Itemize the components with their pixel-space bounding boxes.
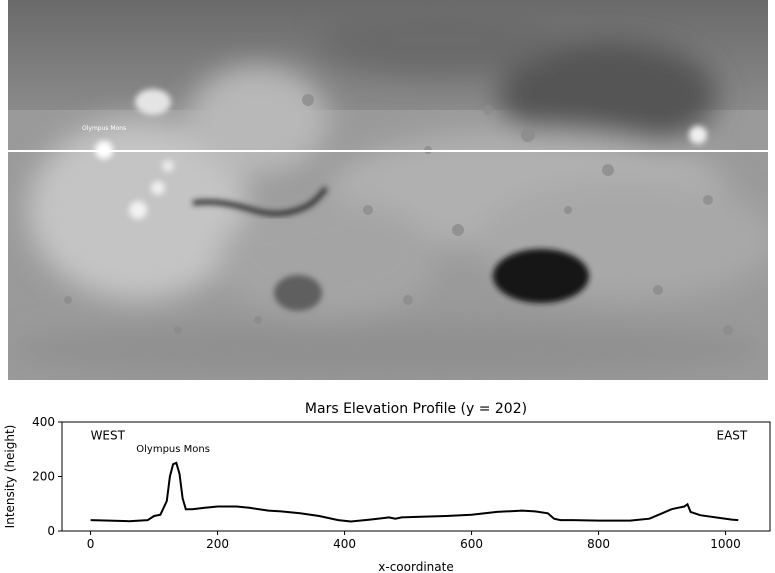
mars-elevation-map: Olympus Mons xyxy=(8,0,768,380)
valles-marineris xyxy=(192,186,328,217)
hellas-basin xyxy=(493,249,589,303)
y-axis-label: Intensity (height) xyxy=(3,425,17,529)
x-tick-label: 400 xyxy=(333,537,356,551)
x-tick-label: 800 xyxy=(587,537,610,551)
y-tick-label: 400 xyxy=(32,415,55,429)
y-tick-label: 0 xyxy=(47,524,55,538)
olympus-mons-map-label: Olympus Mons xyxy=(82,125,126,132)
elevation-profile-chart: Mars Elevation Profile (y = 202) 0 200 400… xyxy=(3,401,771,573)
x-tick-label: 600 xyxy=(460,537,483,551)
argyre-basin xyxy=(274,275,322,311)
elevation-profile-line xyxy=(90,461,739,523)
annotation-label: EAST xyxy=(717,429,748,443)
x-tick-label: 0 xyxy=(87,537,95,551)
y-axis: 0 200 400 xyxy=(32,415,62,538)
chart-title: Mars Elevation Profile (y = 202) xyxy=(305,401,527,417)
tharsis-volcanoes xyxy=(129,89,707,219)
terrain-shading xyxy=(8,5,768,380)
y-tick-label: 200 xyxy=(32,470,55,484)
chart-annotations: WEST Olympus Mons EAST xyxy=(91,429,748,455)
x-axis-label: x-coordinate xyxy=(378,560,453,573)
x-axis: 0 200 400 600 800 1000 xyxy=(87,531,741,551)
x-tick-label: 1000 xyxy=(710,537,741,551)
annotation-label: Olympus Mons xyxy=(136,444,210,455)
x-tick-label: 200 xyxy=(206,537,229,551)
plot-frame xyxy=(61,421,771,532)
annotation-label: WEST xyxy=(91,429,126,443)
